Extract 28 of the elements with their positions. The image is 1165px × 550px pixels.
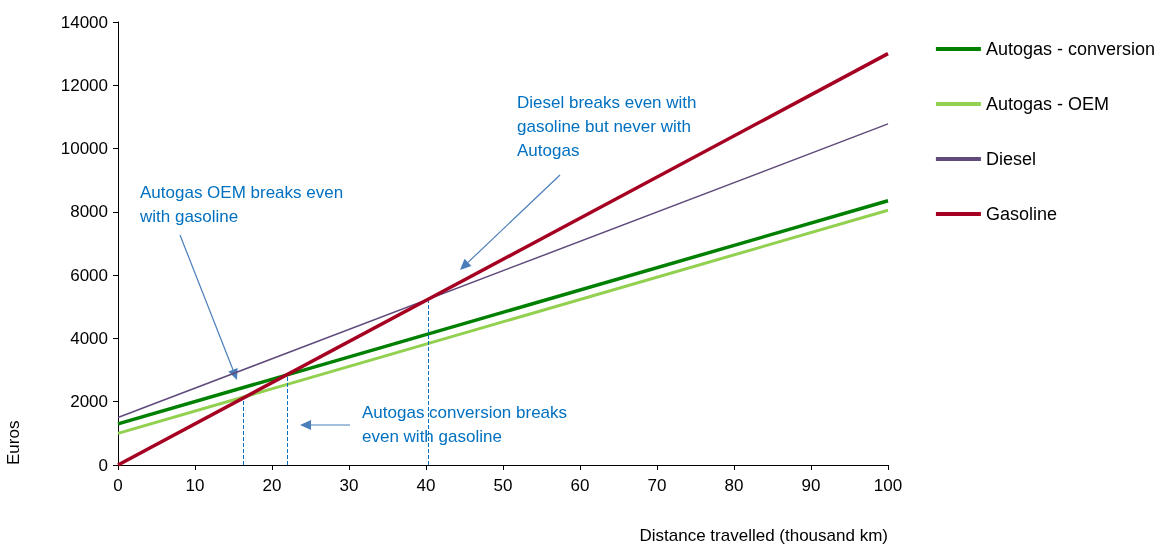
x-tick-label: 30 [339, 476, 359, 495]
x-tick-label: 100 [873, 476, 903, 495]
legend-label: Diesel [985, 149, 1036, 169]
y-tick-label: 6000 [70, 265, 108, 285]
x-tick-label: 70 [647, 476, 667, 495]
y-tick-label: 4000 [70, 328, 108, 348]
legend-label: Gasoline [985, 204, 1057, 224]
y-tick-label: 10000 [60, 139, 108, 159]
y-tick-label: 8000 [70, 202, 108, 222]
x-tick-label: 50 [493, 476, 513, 495]
x-tick-label: 90 [801, 476, 821, 495]
annotation: Autogas conversion breaks even with gasoline [362, 402, 572, 446]
x-tick-label: 20 [262, 476, 282, 495]
y-tick-label: 12000 [60, 75, 108, 95]
legend-label: Autogas - OEM [985, 94, 1109, 114]
annotation: Autogas OEM breaks even with gasoline [139, 182, 348, 226]
legend-label: Autogas - conversion [985, 39, 1155, 59]
x-tick-label: 60 [570, 476, 590, 495]
x-tick-label: 0 [113, 476, 123, 495]
y-tick-label: 14000 [60, 12, 108, 32]
y-tick-label: 2000 [70, 392, 108, 412]
x-axis-title: Distance travelled (thousand km) [639, 526, 888, 545]
y-axis-title: Euros [4, 420, 23, 465]
annotation: Diesel breaks even with gasoline but never with Autogas [517, 92, 702, 160]
x-tick-label: 80 [724, 476, 744, 495]
x-tick-label: 40 [416, 476, 436, 495]
y-tick-label: 0 [98, 455, 108, 475]
x-tick-label: 10 [185, 476, 205, 495]
